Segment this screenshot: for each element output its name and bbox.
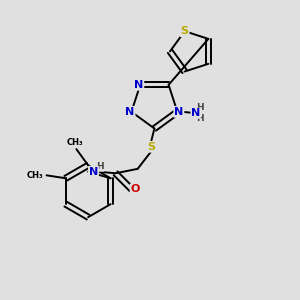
Text: N: N [89, 167, 98, 177]
Text: CH₃: CH₃ [26, 171, 43, 180]
Text: S: S [147, 142, 155, 152]
Text: H: H [196, 114, 204, 123]
Text: N: N [125, 107, 135, 117]
Text: CH₃: CH₃ [67, 138, 83, 147]
Text: H: H [96, 162, 104, 171]
Text: N: N [174, 107, 184, 117]
Text: O: O [130, 184, 140, 194]
Text: N: N [134, 80, 143, 90]
Text: S: S [181, 26, 189, 36]
Text: H: H [196, 103, 204, 112]
Text: N: N [191, 108, 200, 118]
